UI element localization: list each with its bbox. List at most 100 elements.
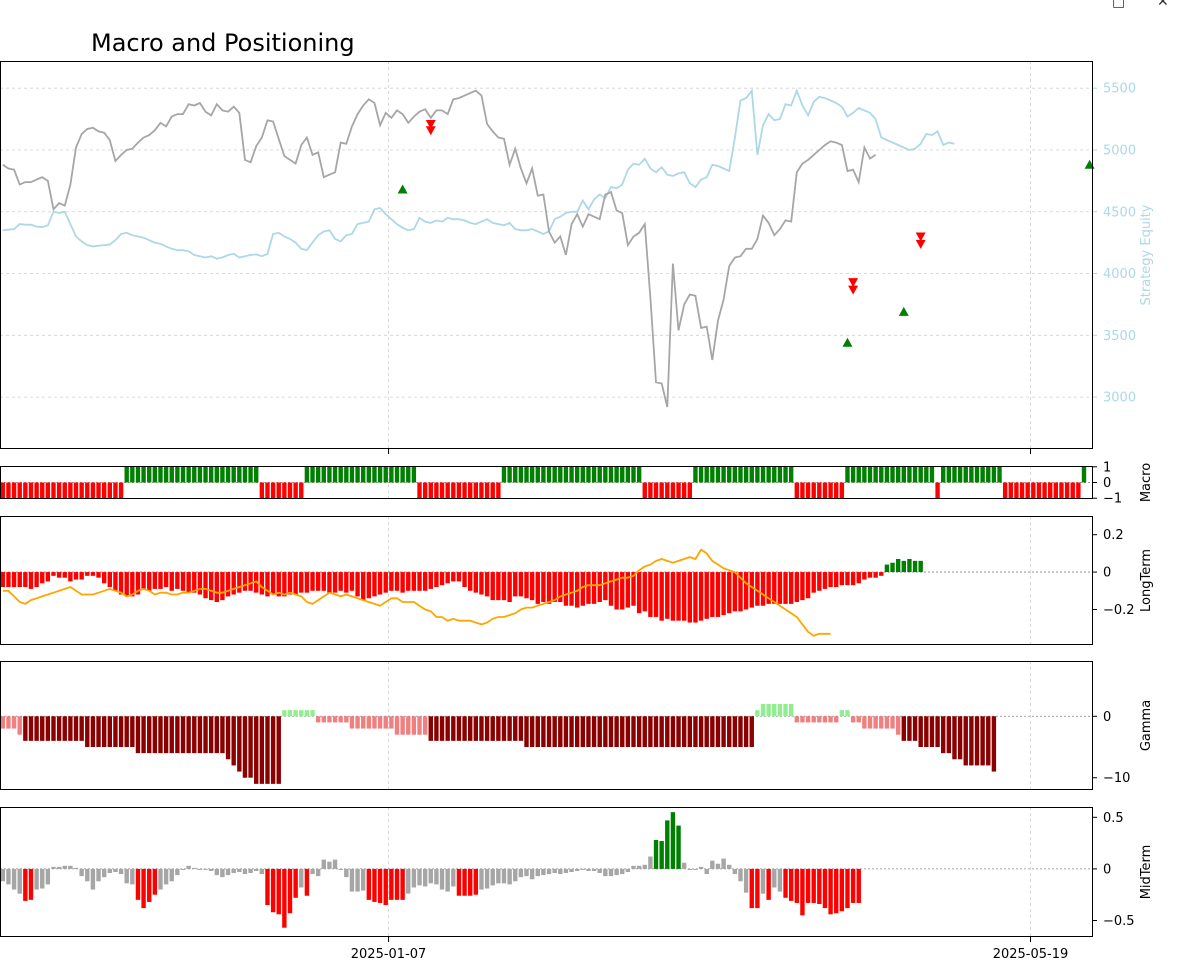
bar	[732, 868, 738, 875]
bar	[225, 868, 231, 876]
bar	[518, 868, 524, 878]
bar	[180, 868, 186, 870]
bar	[541, 466, 546, 483]
bar	[1048, 482, 1053, 499]
bar	[479, 716, 484, 741]
bar	[788, 572, 794, 604]
bar	[73, 716, 79, 741]
bar	[541, 716, 546, 747]
bar	[169, 868, 174, 882]
bar	[428, 482, 433, 499]
bar	[428, 868, 433, 884]
bar	[552, 466, 557, 483]
bar	[580, 572, 586, 606]
bar	[681, 862, 687, 869]
buy-marker	[842, 337, 853, 347]
bar	[462, 572, 467, 588]
bar	[254, 716, 259, 784]
bar	[879, 466, 884, 483]
bar	[186, 865, 191, 869]
bar	[715, 466, 721, 483]
bar	[535, 868, 540, 877]
bar	[208, 716, 214, 754]
bar	[17, 716, 22, 735]
bar	[912, 716, 918, 741]
bar	[377, 466, 383, 483]
bar	[642, 864, 647, 869]
bar	[963, 466, 968, 483]
bar	[62, 716, 67, 741]
bar	[760, 868, 766, 894]
bar	[0, 572, 6, 588]
bar	[34, 868, 39, 890]
bar	[310, 572, 315, 591]
bar	[597, 572, 602, 602]
bar	[276, 482, 281, 499]
bar	[411, 466, 417, 483]
y-tick-label: 3000	[1103, 391, 1136, 406]
bar	[631, 572, 636, 606]
bar	[755, 572, 760, 606]
bar	[912, 466, 918, 483]
bar	[794, 868, 799, 903]
bar	[710, 572, 715, 617]
bar	[462, 716, 467, 741]
bar	[462, 868, 467, 896]
bar	[918, 466, 923, 483]
bar	[304, 572, 310, 593]
bar	[417, 572, 422, 591]
bar	[180, 716, 186, 754]
bar	[406, 868, 411, 894]
bar	[118, 572, 124, 595]
bar	[620, 868, 625, 875]
bar	[800, 868, 805, 916]
bar	[986, 466, 991, 483]
bar	[490, 716, 495, 741]
bar	[310, 466, 315, 483]
bar	[659, 482, 664, 499]
bar	[974, 716, 980, 766]
bar	[270, 572, 276, 595]
bar	[101, 716, 107, 747]
bar	[546, 868, 552, 875]
bar	[558, 466, 563, 483]
bar	[580, 466, 586, 483]
bar	[163, 868, 169, 885]
bar	[946, 466, 952, 483]
bar	[569, 466, 574, 483]
bar	[1014, 482, 1019, 499]
bar	[23, 868, 28, 901]
bar	[304, 466, 310, 483]
bar	[811, 868, 816, 903]
bar	[282, 710, 287, 717]
bar	[282, 482, 287, 499]
bar	[659, 572, 664, 621]
bar	[473, 482, 479, 499]
window-minimize-icon[interactable]: □	[1112, 0, 1126, 10]
bar	[124, 572, 129, 597]
bar	[586, 716, 591, 747]
bar	[839, 572, 845, 586]
bar	[670, 716, 676, 747]
bar	[665, 820, 670, 869]
bar	[805, 572, 811, 599]
bar	[107, 482, 113, 499]
bar	[96, 482, 101, 499]
bar	[79, 868, 84, 877]
bar	[608, 716, 614, 747]
bar	[451, 868, 456, 887]
window-close-icon[interactable]: ✕	[1157, 0, 1169, 10]
bar	[738, 716, 743, 747]
bar	[113, 482, 118, 499]
bar	[845, 710, 850, 717]
bar	[293, 710, 298, 717]
bar	[473, 572, 479, 593]
bar	[237, 466, 242, 483]
sell-marker	[848, 285, 859, 295]
bar	[710, 716, 715, 747]
bar	[653, 840, 659, 869]
bar	[569, 716, 574, 747]
y-tick-label: 0.2	[1103, 528, 1124, 543]
bar	[366, 466, 372, 483]
bar	[265, 868, 270, 906]
